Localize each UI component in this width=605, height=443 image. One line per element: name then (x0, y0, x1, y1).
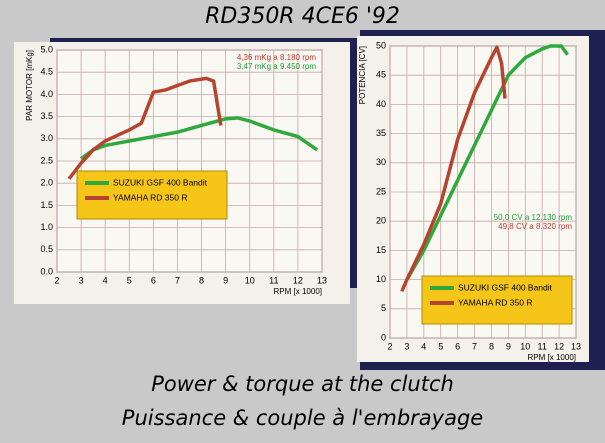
x-tick-label: 6 (151, 275, 156, 285)
x-tick-label: 11 (269, 275, 278, 285)
y-tick-label: 1.5 (40, 200, 53, 210)
x-tick-label: 13 (317, 275, 327, 285)
caption: Power & torque at the clutch (151, 372, 454, 396)
x-tick-label: 4 (103, 275, 108, 285)
x-tick-label: 7 (472, 341, 477, 351)
data-line (400, 45, 507, 292)
y-tick-label: 50 (376, 40, 386, 50)
legend-box (421, 275, 573, 325)
x-tick-label: 3 (79, 275, 84, 285)
x-tick-label: 5 (438, 341, 443, 351)
y-tick-label: 20 (376, 216, 386, 226)
y-axis-label: PAR MOTOR [mKg] (25, 50, 34, 121)
y-tick-label: 2.0 (40, 178, 53, 188)
x-tick-label: 10 (245, 275, 255, 285)
x-tick-label: 10 (520, 341, 530, 351)
y-tick-label: 0 (381, 332, 386, 342)
x-axis-label: RPM [x 1000] (528, 353, 576, 362)
y-tick-label: 25 (376, 186, 386, 196)
y-tick-label: 0.0 (40, 266, 53, 276)
legend-label: YAMAHA RD 350 R (113, 192, 187, 202)
x-tick-label: 8 (199, 275, 204, 285)
annotation: 3,47 mKg a 9.450 rpm (237, 62, 316, 71)
y-tick-label: 5.0 (40, 44, 53, 54)
x-tick-label: 7 (175, 275, 180, 285)
x-tick-label: 6 (455, 341, 460, 351)
x-tick-label: 4 (421, 341, 426, 351)
y-tick-label: 10 (376, 274, 386, 284)
y-tick-label: 2.5 (40, 155, 53, 165)
data-line (405, 44, 569, 281)
legend-box (76, 170, 228, 220)
x-tick-label: 12 (554, 341, 564, 351)
x-axis-label: RPM [x 1000] (274, 287, 322, 296)
x-tick-label: 9 (223, 275, 228, 285)
annotation: 4,36 mKg a 8.180 rpm (237, 53, 316, 62)
y-tick-label: 3.0 (40, 133, 53, 143)
x-tick-label: 3 (404, 341, 409, 351)
x-tick-label: 2 (387, 341, 392, 351)
heading: RD350R 4CE6 '92 (205, 4, 400, 29)
annotation: 50,0 CV a 12.130 rpm (494, 213, 573, 222)
y-tick-label: 3.5 (40, 111, 53, 121)
y-tick-label: 1.0 (40, 222, 53, 232)
data-line (67, 76, 223, 180)
y-tick-label: 15 (376, 245, 386, 255)
legend-label: YAMAHA RD 350 R (458, 297, 532, 307)
caption: Puissance & couple à l'embrayage (121, 406, 484, 430)
data-line (80, 116, 319, 161)
x-tick-label: 2 (54, 275, 59, 285)
y-tick-label: 35 (376, 128, 386, 138)
y-tick-label: 4.0 (40, 89, 53, 99)
legend-label: SUZUKI GSF 400 Bandit (113, 177, 208, 187)
y-tick-label: 45 (376, 70, 386, 80)
legend-label: SUZUKI GSF 400 Bandit (458, 282, 553, 292)
y-axis-label: POTENCIA [CV] (358, 46, 367, 104)
y-tick-label: 4.5 (40, 67, 53, 77)
y-tick-label: 30 (376, 157, 386, 167)
x-tick-label: 5 (127, 275, 132, 285)
x-tick-label: 9 (506, 341, 511, 351)
y-tick-label: 40 (376, 99, 386, 109)
x-tick-label: 11 (538, 341, 547, 351)
x-tick-label: 12 (293, 275, 303, 285)
x-tick-label: 13 (571, 341, 581, 351)
annotation: 49,8 CV a 8.320 rpm (498, 222, 572, 231)
y-tick-label: 0.5 (40, 244, 53, 254)
y-tick-label: 5 (381, 303, 386, 313)
x-tick-label: 8 (489, 341, 494, 351)
